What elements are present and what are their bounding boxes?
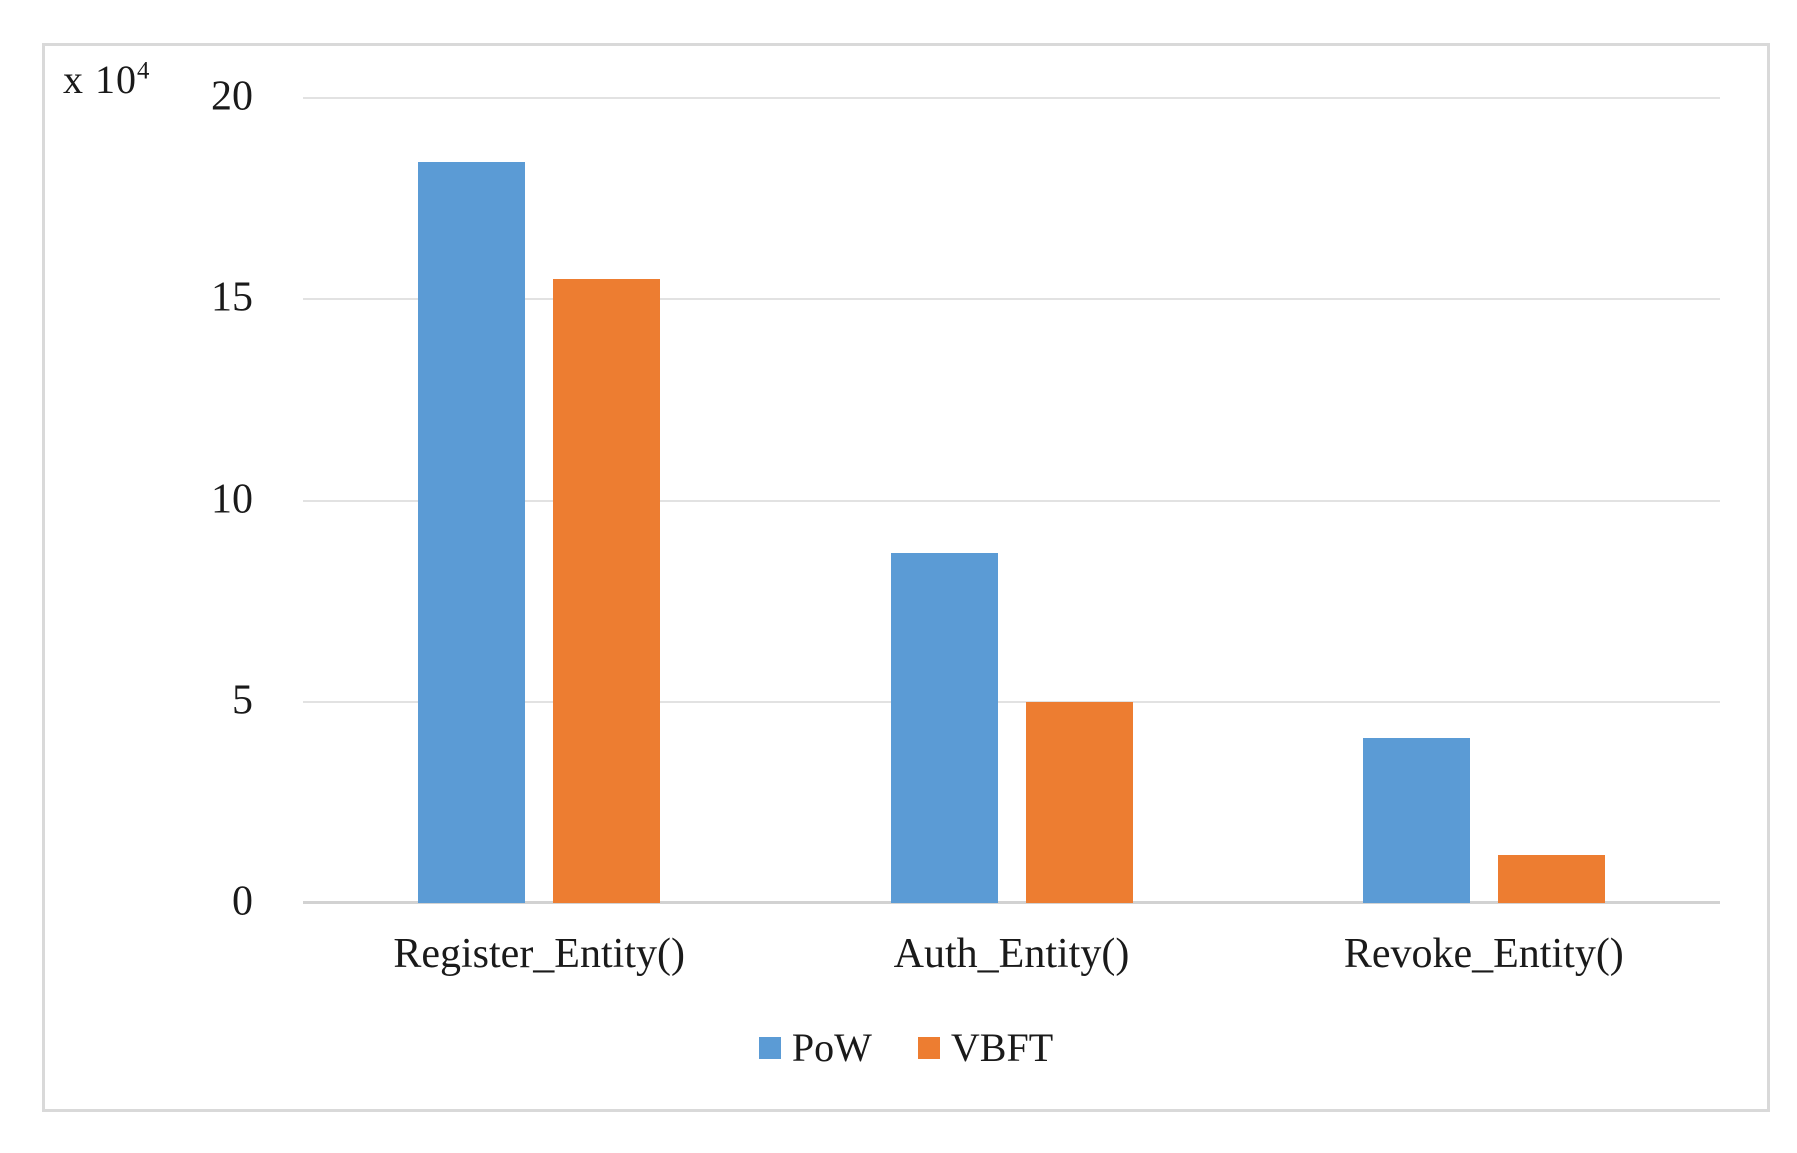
- legend: PoW VBFT: [45, 1028, 1767, 1068]
- bar-pow-1: [890, 552, 998, 903]
- bar-pow-0: [418, 162, 526, 903]
- legend-label-pow: PoW: [791, 1025, 872, 1070]
- y-axis-multiplier-label: x 104: [63, 56, 150, 103]
- gridline: [303, 298, 1720, 301]
- legend-item-vbft: VBFT: [917, 1025, 1054, 1070]
- multiplier-exponent: 4: [137, 57, 151, 85]
- gridline: [303, 700, 1720, 703]
- legend-item-pow: PoW: [758, 1025, 872, 1070]
- bar-pow-2: [1362, 737, 1470, 903]
- x-axis-category-label: Register_Entity(): [393, 931, 685, 977]
- bar-vbft-2: [1497, 854, 1605, 903]
- legend-swatch-vbft: [917, 1037, 940, 1059]
- x-axis-category-label: Revoke_Entity(): [1343, 931, 1624, 977]
- y-axis-tick-label: 10: [211, 475, 253, 522]
- y-axis-tick-label: 20: [211, 73, 253, 120]
- chart-frame: x 104 0 5 10 15 20 Register_Entity() Auth_Enti…: [42, 43, 1770, 1112]
- x-axis-category-label: Auth_Entity(): [893, 931, 1130, 977]
- x-axis-line: [303, 901, 1720, 904]
- y-axis-tick-label: 5: [232, 677, 253, 724]
- plot-area: 0 5 10 15 20 Register_Entity() Auth_Entity() Re…: [211, 75, 1720, 977]
- multiplier-prefix: x 10: [63, 57, 137, 102]
- gridline: [303, 499, 1720, 502]
- bar-vbft-1: [1025, 701, 1133, 903]
- gridline: [303, 97, 1720, 99]
- legend-label-vbft: VBFT: [950, 1025, 1054, 1070]
- y-axis-tick-label: 0: [232, 878, 253, 925]
- bar-vbft-0: [553, 279, 661, 903]
- y-axis-tick-label: 15: [211, 274, 253, 321]
- legend-swatch-pow: [758, 1037, 781, 1059]
